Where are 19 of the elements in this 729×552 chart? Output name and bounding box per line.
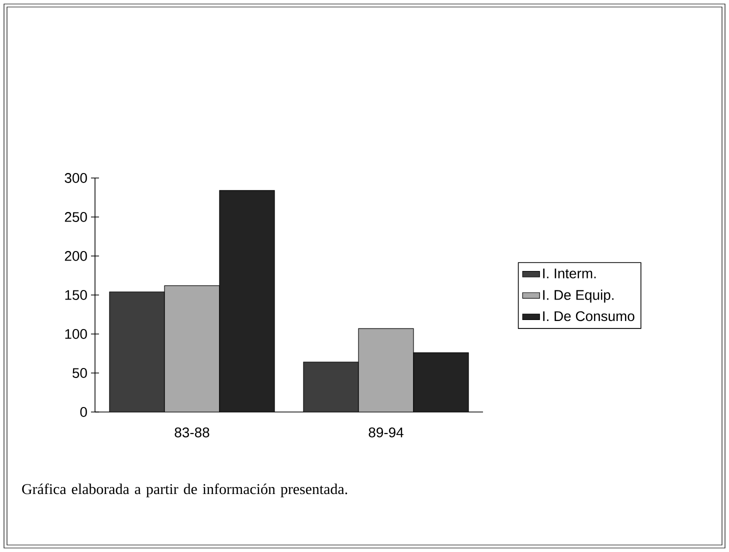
bar: [219, 190, 275, 412]
y-tick-label: 300: [64, 173, 87, 183]
y-tick-label: 150: [65, 290, 87, 300]
y-tick-label: 100: [65, 329, 87, 339]
bar: [109, 292, 165, 412]
x-tick-label: 89-94: [368, 427, 404, 438]
legend-label: I. Interm.: [543, 268, 596, 278]
y-tick-label: 200: [64, 251, 87, 261]
bar: [303, 362, 359, 412]
legend-label: I. De Consumo: [543, 311, 634, 322]
bar: [413, 352, 469, 412]
y-tick-label: 0: [80, 407, 87, 417]
text: Gráfica elaborada a partir de información presentada.: [22, 484, 348, 498]
legend-label: I. De Equip.: [543, 290, 614, 303]
x-tick-label: 83-88: [174, 427, 210, 438]
bar: [164, 285, 220, 412]
y-tick-label: 250: [64, 212, 87, 222]
y-tick-label: 50: [72, 368, 87, 378]
bar: [358, 328, 414, 412]
